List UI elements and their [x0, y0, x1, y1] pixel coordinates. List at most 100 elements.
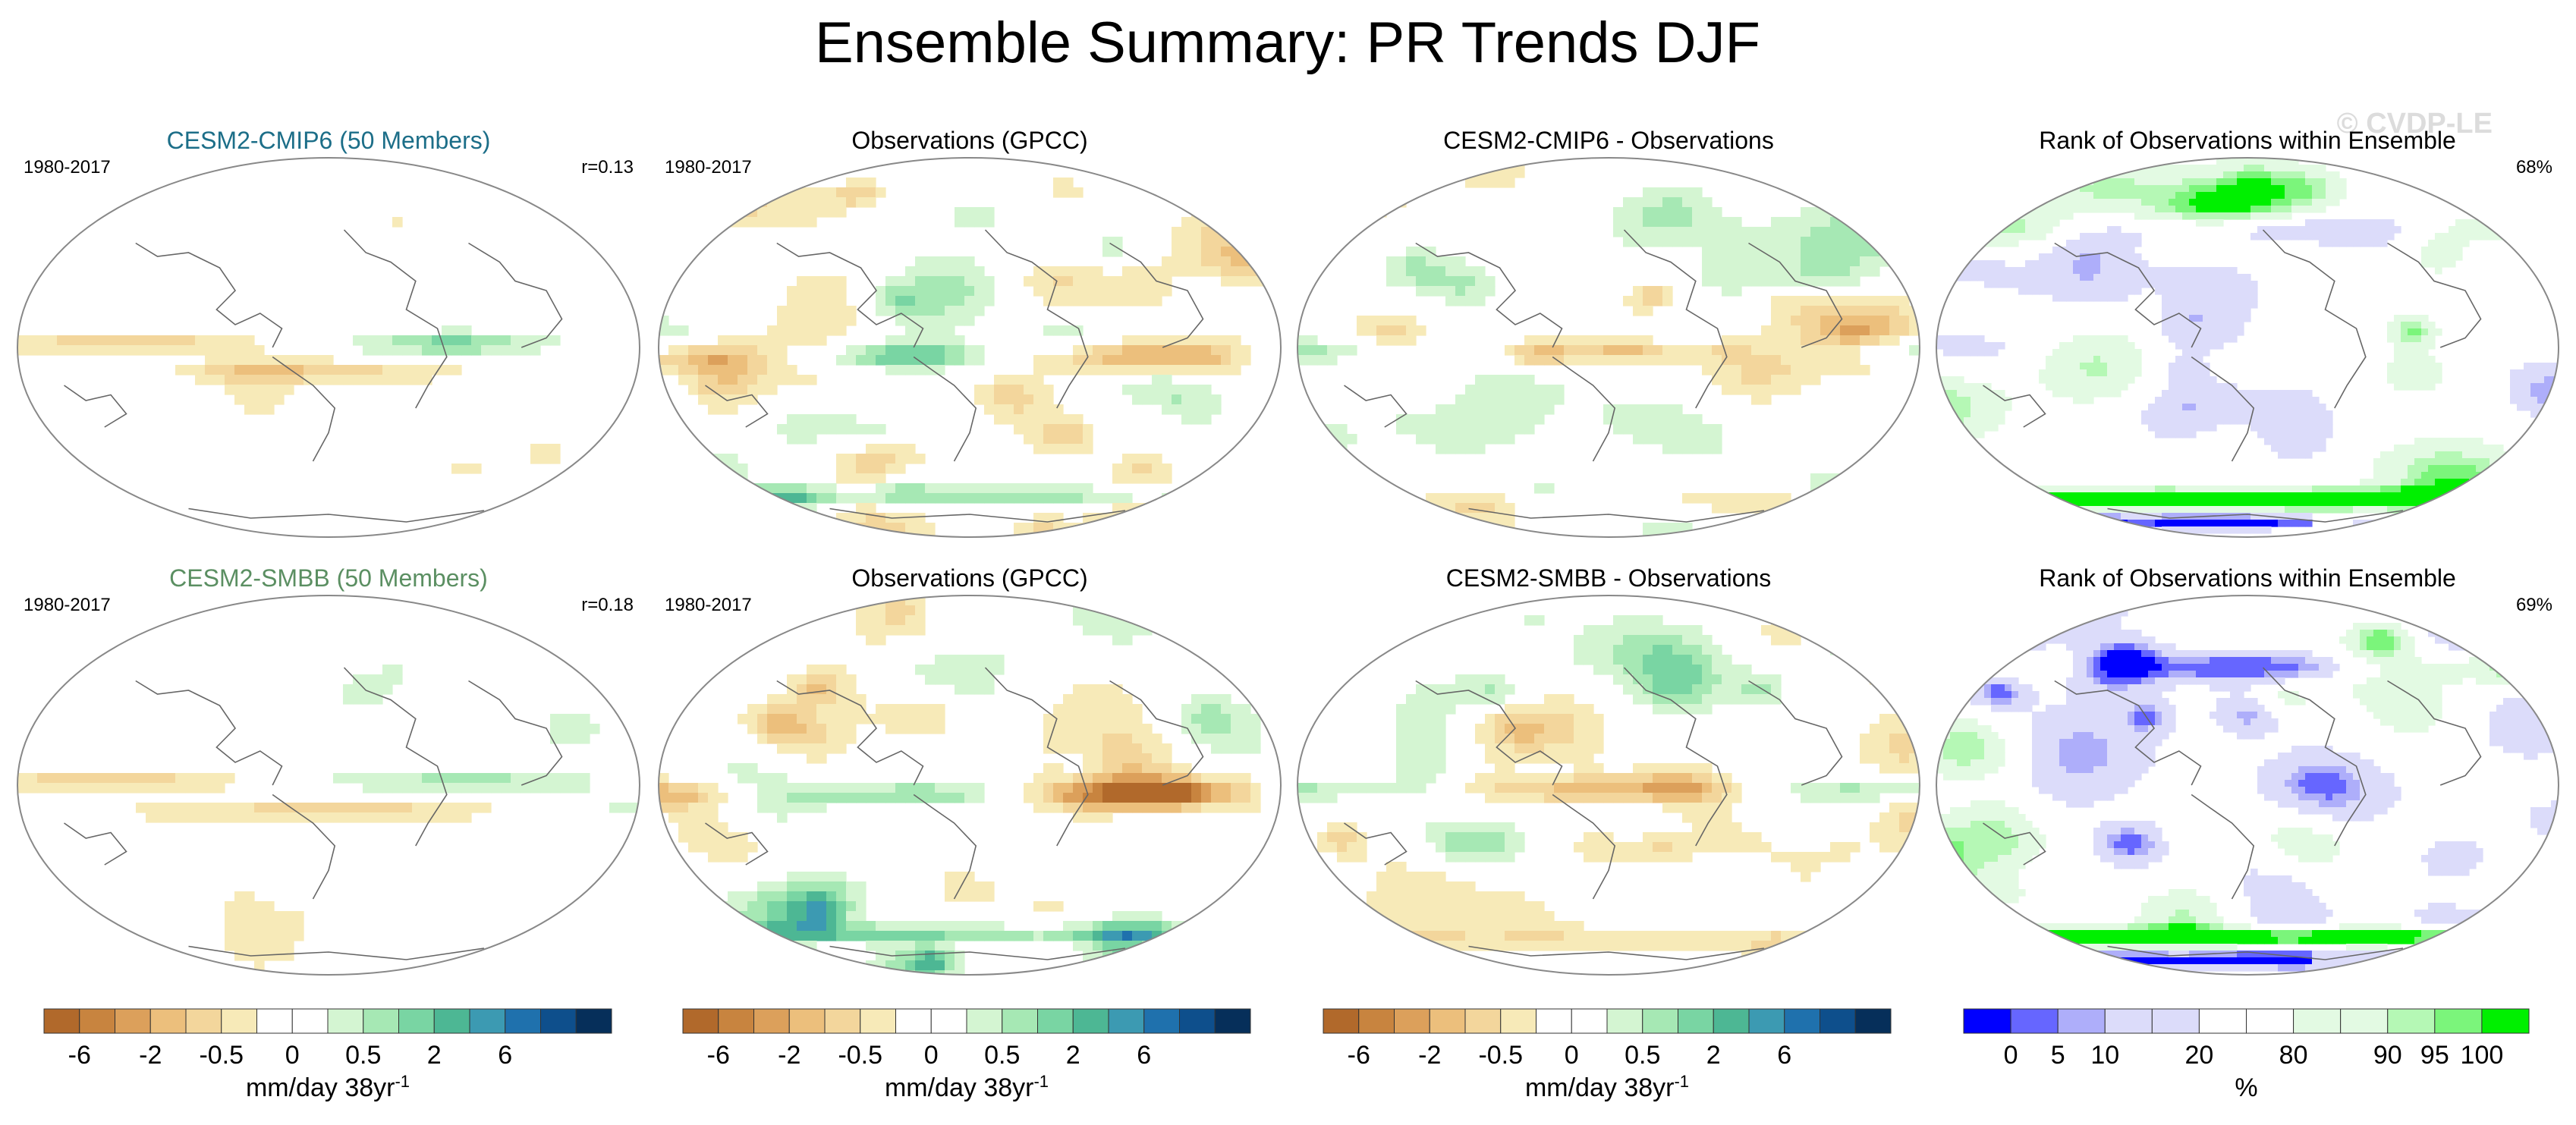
colorbar-tick-label: 0	[1565, 1041, 1579, 1070]
colorbar-box	[1642, 1008, 1678, 1034]
colorbar-box	[221, 1008, 257, 1034]
panels-group: CESM2-CMIP6 (50 Members) 1980-2017 r=0.13 O…	[17, 127, 2559, 976]
panel-title: CESM2-SMBB - Observations	[1446, 564, 1772, 592]
panel-period-label: 1980-2017	[665, 595, 752, 615]
colorbar-3: -6 -2 -0.5 0 0.5 2 6 mm/day 38yr-1	[1323, 1008, 1892, 1103]
colorbar-box	[1464, 1008, 1502, 1034]
colorbar-box	[788, 1008, 826, 1034]
colorbar-box	[930, 1008, 967, 1034]
colorbar-box	[753, 1008, 790, 1034]
colorbar-box	[433, 1008, 470, 1034]
map-field-cells	[659, 158, 1281, 537]
map-border	[1936, 157, 2559, 538]
colorbars-group: -6 -2 -0.5 0 0.5 2 6 mm/day 38yr-1 -6 -2 -0.5 0 0.5 2…	[43, 1008, 2530, 1103]
map-field-cells	[1297, 595, 1920, 975]
colorbar-box	[895, 1008, 932, 1034]
colorbar-tick-label: 5	[2051, 1041, 2065, 1070]
colorbar-units-label: %	[2235, 1073, 2257, 1102]
colorbar-box	[1500, 1008, 1536, 1034]
colorbar-box	[2010, 1008, 2059, 1034]
panel-period-label: 1980-2017	[24, 157, 111, 178]
colorbar-box	[79, 1008, 115, 1034]
colorbar-box	[1429, 1008, 1466, 1034]
colorbar-box	[860, 1008, 896, 1034]
colorbar-box	[1748, 1008, 1785, 1034]
colorbar-tick-label: 2	[1066, 1041, 1080, 1070]
colorbar-units-label: mm/day 38yr-1	[885, 1072, 1049, 1103]
colorbar-tick-label: 6	[498, 1041, 512, 1070]
panel-stat-label: r=0.13	[581, 157, 634, 178]
panel-stat-label: 69%	[2516, 595, 2552, 615]
colorbar-box	[1214, 1008, 1251, 1034]
colorbar-tick-label: 0	[285, 1041, 300, 1070]
colorbar-tick-label: 0	[2004, 1041, 2018, 1070]
panel-stat-label: 68%	[2516, 157, 2552, 178]
colorbar-tick-label: -2	[1418, 1041, 1441, 1070]
panel-title: Observations (GPCC)	[851, 127, 1087, 154]
colorbar-box	[291, 1008, 329, 1034]
map-border	[1936, 595, 2559, 976]
colorbar-tick-label: 10	[2090, 1041, 2119, 1070]
panel-title: Rank of Observations within Ensemble	[2039, 127, 2456, 154]
colorbar-box	[1963, 1008, 2011, 1034]
map-panel-1-1: CESM2-CMIP6 (50 Members) 1980-2017 r=0.13	[17, 127, 640, 538]
colorbar-box	[2434, 1008, 2483, 1034]
colorbar-box	[2293, 1008, 2342, 1034]
colorbar-box	[185, 1008, 222, 1034]
colorbar-tick-label: 0.5	[345, 1041, 381, 1070]
colorbar-box	[2340, 1008, 2389, 1034]
colorbar-box	[718, 1008, 754, 1034]
coastlines	[705, 229, 1204, 523]
colorbar-tick-label: 100	[2461, 1041, 2504, 1070]
map-panel-2-1: CESM2-SMBB (50 Members) 1980-2017 r=0.18	[17, 564, 640, 976]
map-panel-2-3: CESM2-SMBB - Observations	[1297, 564, 1920, 976]
watermark: © CVDP-LE	[2337, 108, 2493, 140]
colorbar-tick-label: 6	[1777, 1041, 1791, 1070]
map-border	[17, 595, 640, 976]
colorbar-tick-label: -0.5	[199, 1041, 244, 1070]
map-field-cells	[17, 595, 640, 975]
map-field-cells	[1936, 595, 2559, 975]
map-panel-2-4: Rank of Observations within Ensemble 69%	[1936, 564, 2559, 976]
coastlines	[705, 667, 1204, 960]
colorbar-box	[1143, 1008, 1180, 1034]
colorbar-box	[327, 1008, 364, 1034]
colorbar-box	[2151, 1008, 2200, 1034]
colorbar-tick-label: 95	[2420, 1041, 2449, 1070]
map-panel-2-2: Observations (GPCC) 1980-2017	[658, 564, 1282, 976]
colorbar-box	[1606, 1008, 1643, 1034]
colorbar-box	[1072, 1008, 1109, 1034]
colorbar-box	[2246, 1008, 2294, 1034]
colorbar-tick-label: -2	[139, 1041, 162, 1070]
colorbar-tick-label: -2	[778, 1041, 800, 1070]
colorbar-box	[469, 1008, 506, 1034]
map-border	[658, 595, 1282, 976]
colorbar-tick-label: 20	[2185, 1041, 2214, 1070]
colorbar-tick-label: 0.5	[984, 1041, 1020, 1070]
colorbar-box	[43, 1008, 80, 1034]
colorbar-box	[1713, 1008, 1750, 1034]
map-field-cells	[659, 595, 1281, 975]
colorbar-tick-label: -6	[68, 1041, 91, 1070]
colorbar-box	[1854, 1008, 1892, 1034]
panel-stat-label: r=0.18	[581, 595, 634, 615]
coastlines	[64, 229, 563, 523]
colorbar-box	[966, 1008, 1003, 1034]
colorbar-tick-label: -6	[1348, 1041, 1370, 1070]
colorbar-box	[575, 1008, 612, 1034]
panel-period-label: 1980-2017	[24, 595, 111, 615]
colorbar-box	[2481, 1008, 2530, 1034]
coastlines	[1344, 667, 1843, 960]
map-panel-1-2: Observations (GPCC) 1980-2017	[658, 127, 1282, 538]
colorbar-box	[398, 1008, 435, 1034]
colorbar-box	[115, 1008, 151, 1034]
colorbar-box	[1678, 1008, 1714, 1034]
colorbar-box	[2104, 1008, 2153, 1034]
colorbar-box	[1536, 1008, 1572, 1034]
colorbar-units-label: mm/day 38yr-1	[1525, 1072, 1689, 1103]
panel-title: CESM2-CMIP6 (50 Members)	[167, 127, 491, 154]
colorbar-tick-label: -0.5	[1478, 1041, 1523, 1070]
colorbar-box	[682, 1008, 719, 1034]
colorbar-box	[1037, 1008, 1074, 1034]
colorbar-box	[1179, 1008, 1216, 1034]
